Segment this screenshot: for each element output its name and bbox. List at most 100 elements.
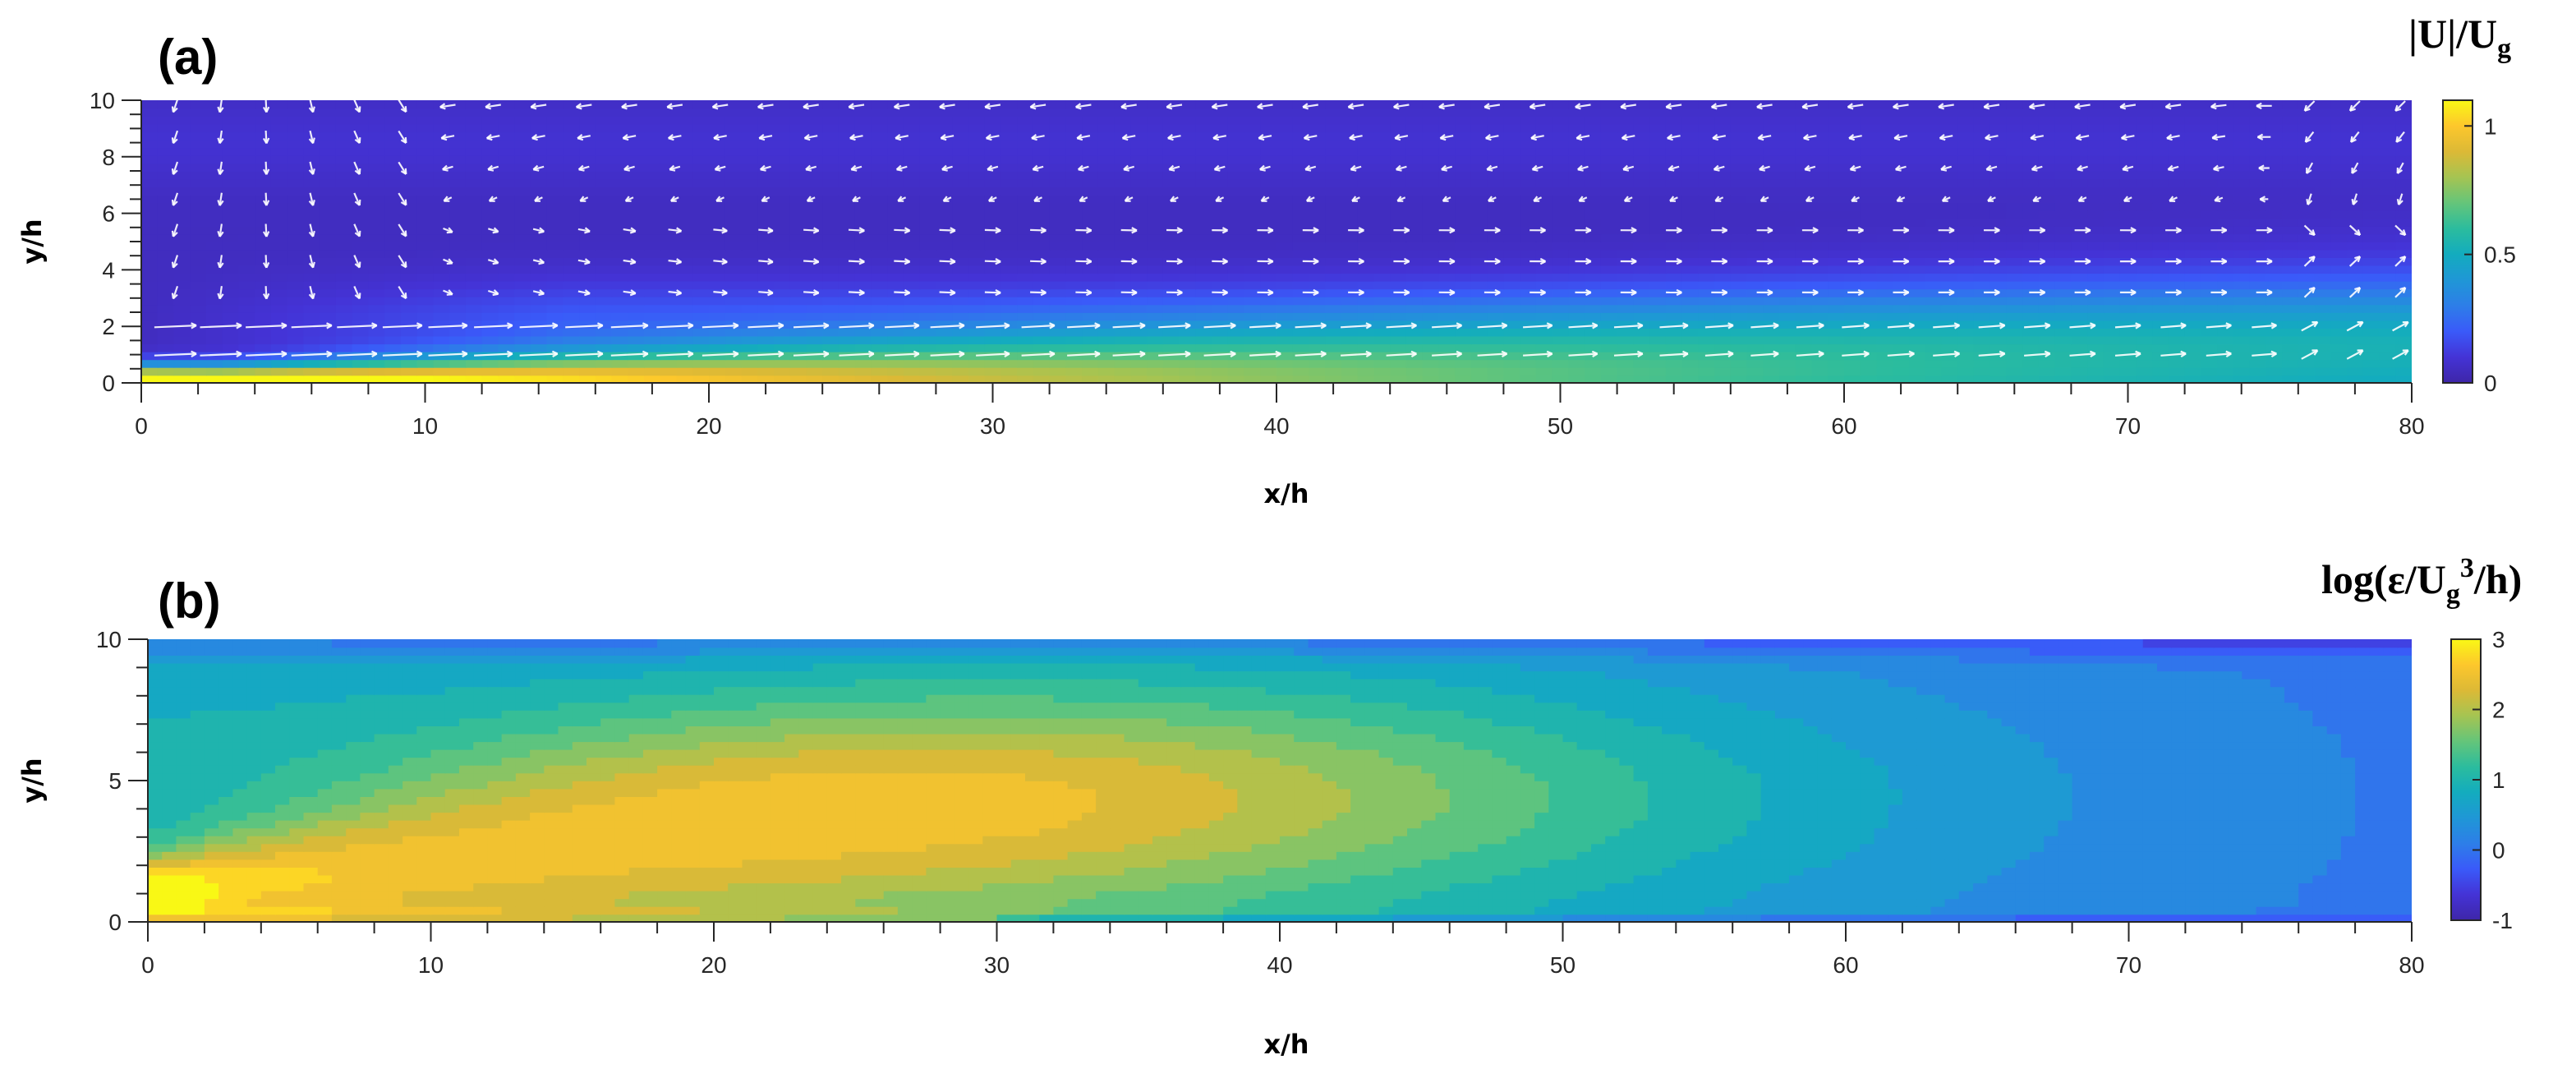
panel-a-field-cell [1130,108,1148,117]
panel-a-field-cell [579,123,596,133]
panel-a-field-cell [871,123,888,133]
panel-a-field-cell [2022,242,2040,251]
panel-a-field-cell [1990,218,2008,227]
panel-a-field-cell [595,131,613,141]
panel-a-field-cell [1227,351,1245,361]
panel-a-field-cell [2217,210,2234,219]
panel-a-field-cell [238,187,255,196]
panel-a-field-cell [530,210,548,219]
panel-a-field-cell [563,163,580,172]
panel-a-field-cell [384,366,402,376]
panel-a-field-cell [579,320,596,329]
panel-a-field-cell [644,265,661,274]
panel-a-field-cell [1212,202,1229,211]
panel-a-field-cell [449,351,467,361]
panel-a-field-cell [1373,249,1391,258]
panel-a-field-cell [611,116,628,125]
panel-a-field-cell [2249,171,2267,180]
panel-a-field-cell [1600,131,1618,141]
panel-a-field-cell [757,296,775,306]
panel-a-field-cell [692,100,710,109]
panel-a-field-cell [1681,366,1700,376]
panel-a-field-cell [968,273,986,282]
panel-a-field-cell [190,100,207,109]
panel-a-field-cell [1357,147,1375,156]
panel-a-field-cell [676,163,693,172]
panel-a-field-cell [660,304,678,313]
panel-a-field-cell [1665,131,1683,141]
panel-a-field-cell [1341,147,1359,156]
panel-a-field-cell [2103,343,2121,352]
panel-a-field-cell [1779,343,1796,352]
panel-a-field-cell [936,265,953,274]
panel-a-field-cell [1000,328,1018,337]
panel-a-field-cell [2282,242,2299,251]
panel-a-field-cell [1017,202,1034,211]
panel-a-field-cell [2201,273,2218,282]
panel-a-field-cell [1893,218,1910,227]
panel-a-field-cell [2119,375,2137,383]
panel-a-field-cell [1097,202,1116,211]
panel-a-field-cell [222,359,240,368]
panel-a-field-cell [1730,320,1748,329]
panel-a-field-cell [173,328,191,337]
panel-a-field-cell [1860,178,1878,187]
panel-a-field-cell [287,265,305,274]
panel-a-field-cell [692,366,710,376]
panel-a-field-cell [1585,335,1602,345]
panel-a-field-cell [384,171,402,180]
panel-a-field-cell [611,280,628,290]
panel-a-field-cell [1405,249,1424,258]
panel-a-field-cell [1292,187,1310,196]
panel-a-field-cell [2038,233,2056,242]
panel-a-field-cell [498,187,515,196]
panel-a-field-cell [1244,320,1261,329]
panel-a-field-cell [2217,108,2234,117]
panel-a-field-cell [2330,163,2348,172]
panel-a-field-cell [595,359,613,368]
panel-a-field-cell [449,312,467,321]
panel-a-field-cell [546,147,564,156]
panel-a-field-cell [1017,187,1034,196]
panel-a-field-cell [1617,123,1635,133]
panel-a-field-cell [1698,194,1715,204]
panel-a-field-cell [1893,202,1910,211]
panel-a-field-cell [1179,123,1196,133]
panel-a-field-cell [1065,154,1083,164]
panel-a-field-cell [530,328,548,337]
panel-a-field-cell [400,257,418,266]
panel-a-field-cell [449,116,467,125]
panel-a-field-cell [530,375,548,383]
panel-a-field-cell [1876,249,1893,258]
panel-a-field-cell [1909,366,1926,376]
panel-a-field-cell [433,194,450,204]
panel-a-field-cell [2314,194,2331,204]
panel-a-field-cell [222,304,240,313]
panel-a-field-cell [1860,265,1878,274]
panel-a-field-cell [449,273,467,282]
panel-a-field-cell [1779,225,1796,235]
panel-a-field-cell [806,366,823,376]
panel-a-field-cell [255,343,272,352]
panel-a-field-cell [660,147,678,156]
panel-a-field-cell [1179,312,1196,321]
panel-a-field-cell [1000,194,1018,204]
panel-a-field-cell [2217,265,2234,274]
panel-a-field-cell [1227,147,1245,156]
panel-a-field-cell [838,123,856,133]
panel-a-field-cell [1665,218,1683,227]
panel-a-field-cell [2071,249,2088,258]
panel-a-field-cell [1147,351,1164,361]
panel-a-field-cell [2266,187,2283,196]
panel-a-field-cell [660,320,678,329]
panel-a-field-cell [481,154,499,164]
panel-a-field-cell [1422,171,1440,180]
panel-a-field-cell [1422,273,1440,282]
panel-a-field-cell [2119,242,2137,251]
panel-a-field-cell [1114,202,1132,211]
panel-a-field-cell [320,273,337,282]
panel-a-field-cell [1941,375,1958,383]
panel-a-field-cell [1730,154,1748,164]
panel-a-field-cell [190,328,207,337]
panel-a-field-cell [416,163,435,172]
